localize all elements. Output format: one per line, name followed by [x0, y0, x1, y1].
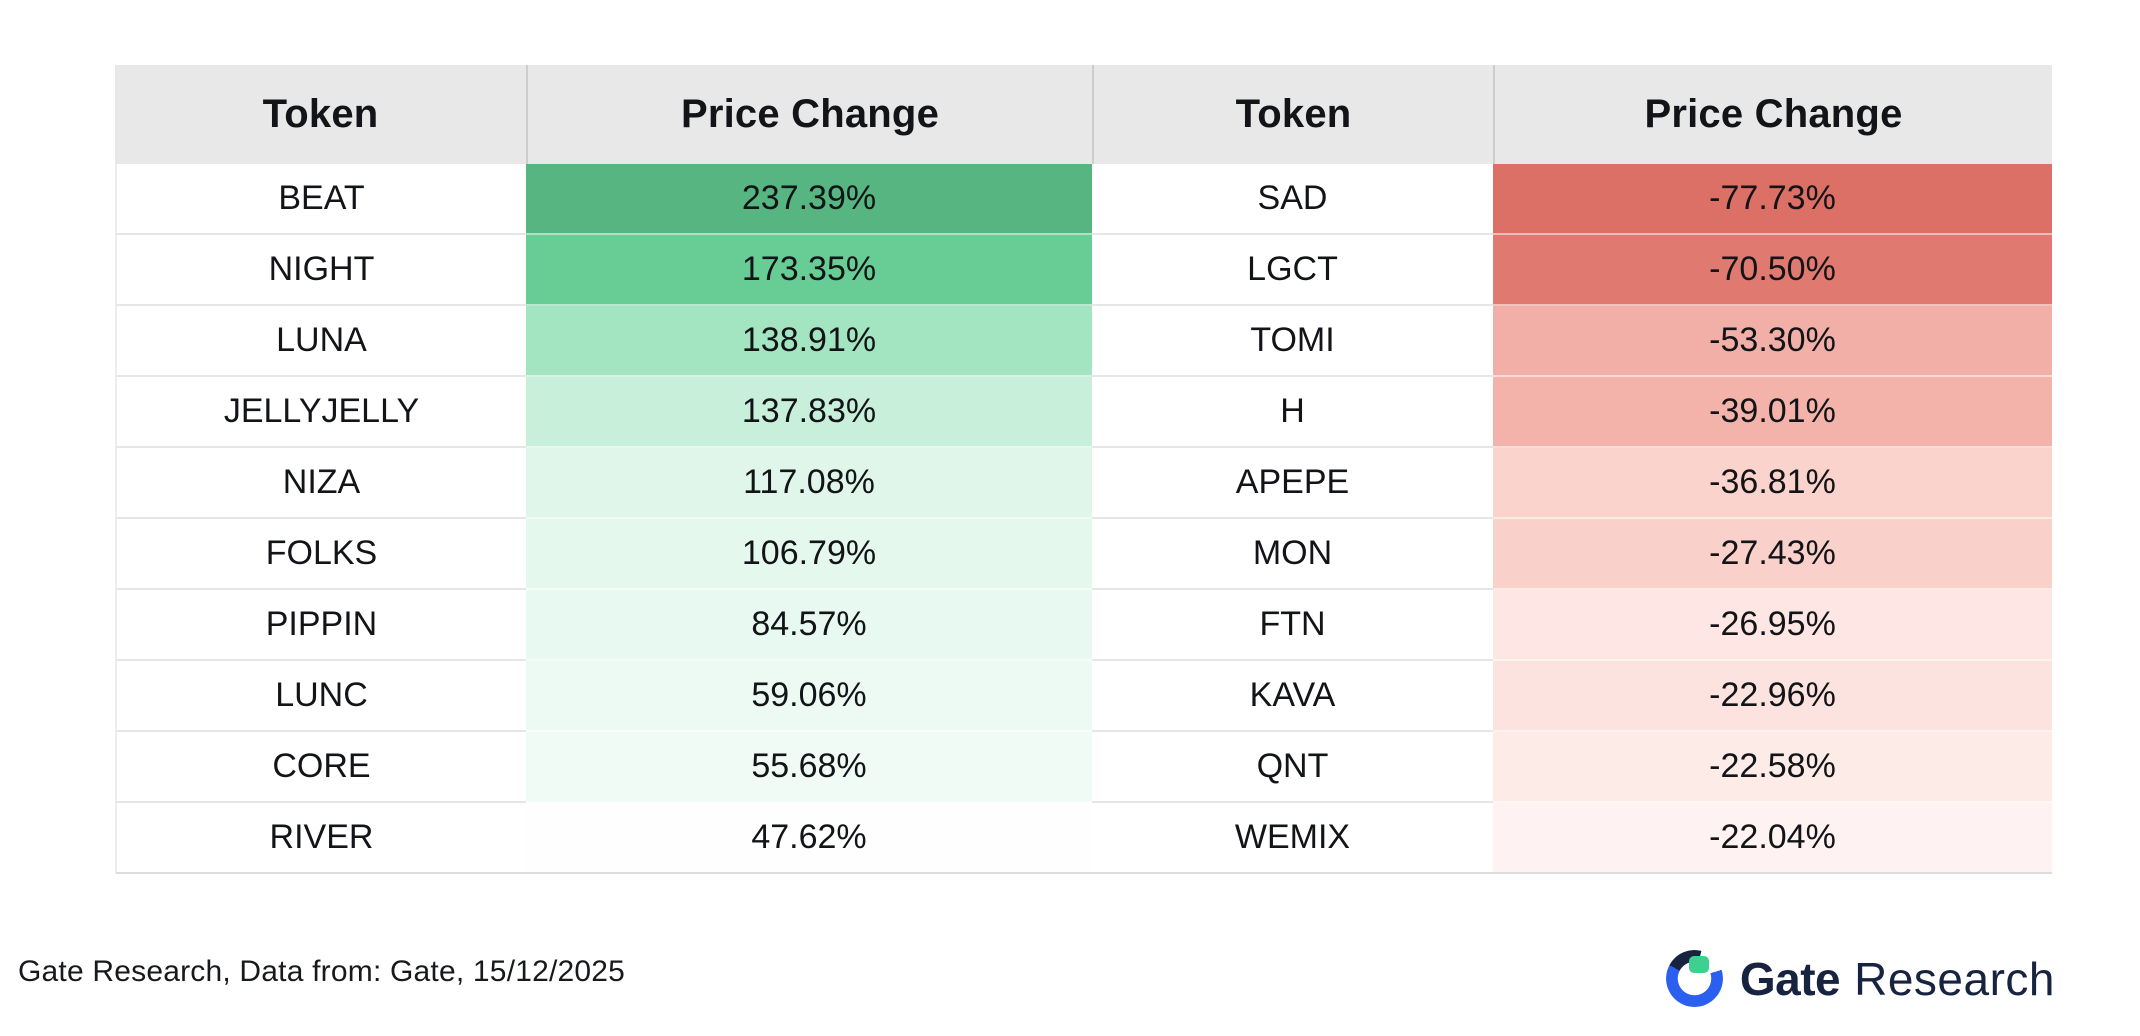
- gate-logo-icon: [1665, 950, 1723, 1007]
- table-row: NIZA 117.08% APEPE -36.81%: [115, 448, 2052, 519]
- gainer-change-cell: 84.57%: [526, 590, 1092, 661]
- loser-token-cell: TOMI: [1092, 306, 1493, 377]
- gainer-token-cell: NIZA: [115, 448, 526, 519]
- header-gainer-token: Token: [115, 65, 526, 164]
- table-row: PIPPIN 84.57% FTN -26.95%: [115, 590, 2052, 661]
- header-loser-token: Token: [1092, 65, 1493, 164]
- loser-token-cell: H: [1092, 377, 1493, 448]
- source-caption: Gate Research, Data from: Gate, 15/12/20…: [18, 955, 626, 988]
- gainer-token-cell: NIGHT: [115, 235, 526, 306]
- table-row: LUNC 59.06% KAVA -22.96%: [115, 661, 2052, 732]
- gainer-change-cell: 47.62%: [526, 803, 1092, 874]
- loser-token-cell: KAVA: [1092, 661, 1493, 732]
- gainer-change-cell: 59.06%: [526, 661, 1092, 732]
- loser-token-cell: MON: [1092, 519, 1493, 590]
- gainer-token-cell: CORE: [115, 732, 526, 803]
- table-row: CORE 55.68% QNT -22.58%: [115, 732, 2052, 803]
- gainer-change-cell: 55.68%: [526, 732, 1092, 803]
- gate-research-logo: Gate Research: [1665, 950, 2055, 1007]
- logo-brand-text: Gate: [1739, 952, 1841, 1005]
- header-row: Token Price Change Token Price Change: [115, 65, 2052, 164]
- gate-logo-green-square: [1689, 955, 1709, 974]
- gainer-change-cell: 173.35%: [526, 235, 1092, 306]
- loser-change-cell: -39.01%: [1493, 377, 2052, 448]
- gainer-token-cell: FOLKS: [115, 519, 526, 590]
- gainer-token-cell: PIPPIN: [115, 590, 526, 661]
- gainer-token-cell: BEAT: [115, 164, 526, 235]
- gainer-change-cell: 106.79%: [526, 519, 1092, 590]
- loser-change-cell: -77.73%: [1493, 164, 2052, 235]
- table-row: BEAT 237.39% SAD -77.73%: [115, 164, 2052, 235]
- loser-token-cell: QNT: [1092, 732, 1493, 803]
- loser-change-cell: -26.95%: [1493, 590, 2052, 661]
- gainer-change-cell: 138.91%: [526, 306, 1092, 377]
- gainer-change-cell: 137.83%: [526, 377, 1092, 448]
- loser-change-cell: -70.50%: [1493, 235, 2052, 306]
- loser-change-cell: -27.43%: [1493, 519, 2052, 590]
- loser-change-cell: -53.30%: [1493, 306, 2052, 377]
- table-row: RIVER 47.62% WEMIX -22.04%: [115, 803, 2052, 874]
- table-row: LUNA 138.91% TOMI -53.30%: [115, 306, 2052, 377]
- loser-change-cell: -36.81%: [1493, 448, 2052, 519]
- header-gainer-price-change: Price Change: [526, 65, 1092, 164]
- gainer-change-cell: 117.08%: [526, 448, 1092, 519]
- loser-change-cell: -22.04%: [1493, 803, 2052, 874]
- price-change-table: Token Price Change Token Price Change BE…: [115, 65, 2052, 874]
- table-row: FOLKS 106.79% MON -27.43%: [115, 519, 2052, 590]
- loser-token-cell: SAD: [1092, 164, 1493, 235]
- gainer-token-cell: RIVER: [115, 803, 526, 874]
- header-loser-price-change: Price Change: [1493, 65, 2052, 164]
- loser-token-cell: FTN: [1092, 590, 1493, 661]
- gainer-token-cell: LUNC: [115, 661, 526, 732]
- loser-token-cell: APEPE: [1092, 448, 1493, 519]
- gainer-token-cell: LUNA: [115, 306, 526, 377]
- loser-token-cell: WEMIX: [1092, 803, 1493, 874]
- loser-change-cell: -22.58%: [1493, 732, 2052, 803]
- loser-token-cell: LGCT: [1092, 235, 1493, 306]
- gainer-change-cell: 237.39%: [526, 164, 1092, 235]
- gainer-token-cell: JELLYJELLY: [115, 377, 526, 448]
- logo-suffix-text: Research: [1854, 952, 2055, 1005]
- loser-change-cell: -22.96%: [1493, 661, 2052, 732]
- table-row: JELLYJELLY 137.83% H -39.01%: [115, 377, 2052, 448]
- table-row: NIGHT 173.35% LGCT -70.50%: [115, 235, 2052, 306]
